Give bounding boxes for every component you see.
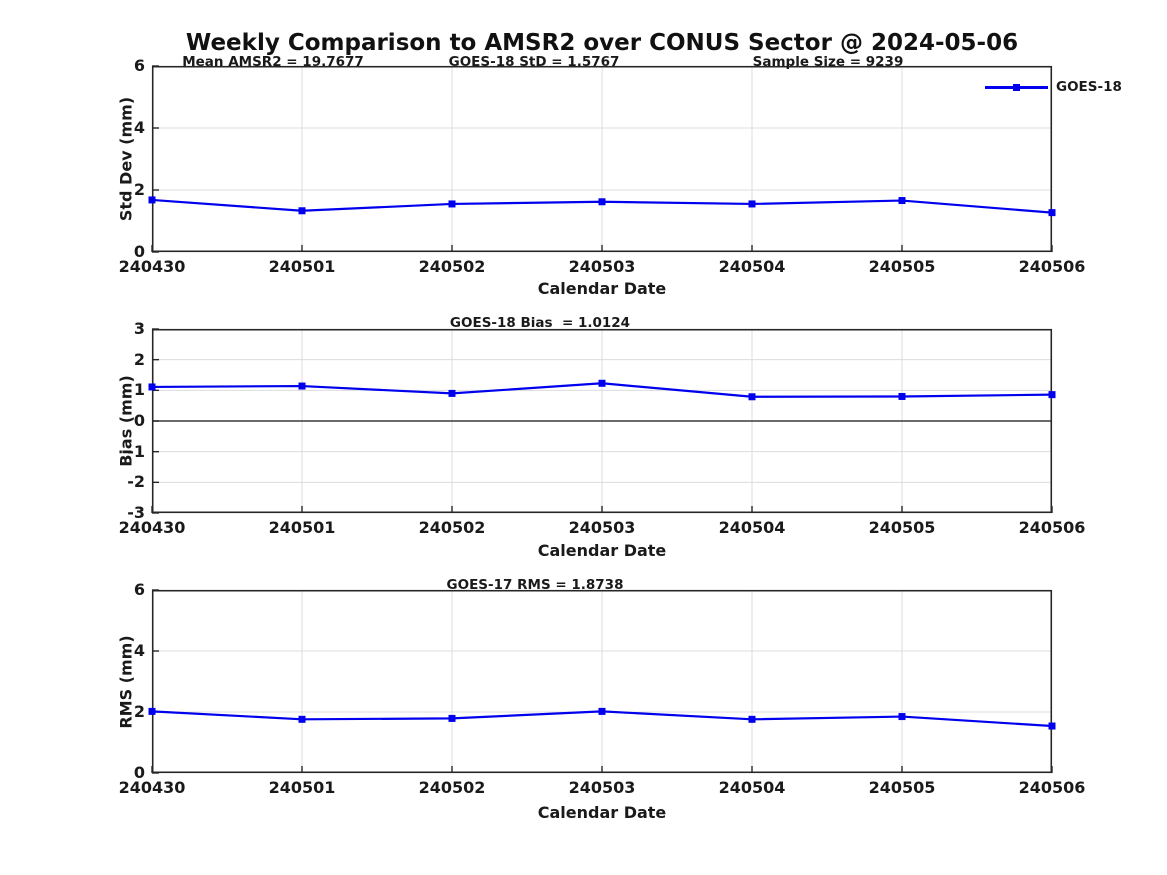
bias-chart-svg <box>148 328 1056 514</box>
x-tick-label: 240505 <box>868 257 936 276</box>
data-point-marker <box>598 707 606 715</box>
data-point-marker <box>148 383 156 391</box>
data-point-marker <box>898 713 906 721</box>
annotation-goes18-std: GOES-18 StD = 1.5767 <box>448 54 620 70</box>
chart-title: Weekly Comparison to AMSR2 over CONUS Se… <box>185 30 1019 56</box>
x-tick-label: 240504 <box>718 257 786 276</box>
x-tick-label: 240506 <box>1018 778 1086 797</box>
data-point-marker <box>1048 722 1056 730</box>
x-tick-label: 240501 <box>268 778 336 797</box>
y-tick-label: 4 <box>133 641 145 660</box>
data-point-marker <box>448 389 456 397</box>
y-tick-label: 2 <box>133 349 145 369</box>
data-point-marker <box>898 392 906 400</box>
x-tick-label: 240503 <box>568 518 636 537</box>
y-tick-label: 6 <box>133 580 145 599</box>
y-tick-label: 2 <box>133 180 145 199</box>
y-tick-label: 2 <box>133 702 145 721</box>
y-tick-label: 6 <box>133 56 145 75</box>
x-tick-label: 240430 <box>118 518 186 537</box>
data-point-marker <box>1048 209 1056 217</box>
data-point-marker <box>148 196 156 204</box>
annotation-sample-size: Sample Size = 9239 <box>752 54 904 70</box>
y-tick-label: -1 <box>127 441 145 461</box>
y-axis-label-stddev: Std Dev (mm) <box>116 96 136 222</box>
data-point-marker <box>298 207 306 215</box>
data-point-marker <box>748 715 756 723</box>
x-tick-label: 240504 <box>718 518 786 537</box>
plot-area-rms: GOES-17 RMS = 1.8738 <box>148 577 1056 774</box>
y-tick-label: 0 <box>133 763 145 782</box>
y-tick-label: 0 <box>133 411 145 430</box>
x-tick-label: 240430 <box>118 778 186 797</box>
legend-marker <box>1013 83 1020 91</box>
data-point-marker <box>298 715 306 723</box>
data-point-marker <box>1048 391 1056 399</box>
y-tick-label: 1 <box>133 380 145 400</box>
x-tick-label: 240430 <box>118 257 186 276</box>
x-tick-label: 240502 <box>418 778 486 797</box>
data-point-marker <box>748 200 756 208</box>
x-tick-label: 240506 <box>1018 518 1086 537</box>
x-axis-label-stddev: Calendar Date <box>537 279 667 298</box>
rms-chart-svg <box>148 589 1056 774</box>
data-point-marker <box>298 382 306 390</box>
y-tick-label: 4 <box>133 118 145 137</box>
x-tick-label: 240503 <box>568 257 636 276</box>
x-tick-label: 240501 <box>268 257 336 276</box>
plot-area-stddev: Mean AMSR2 = 19.7677 GOES-18 StD = 1.576… <box>148 54 1056 253</box>
x-tick-label: 240504 <box>718 778 786 797</box>
x-axis-label-rms: Calendar Date <box>537 803 667 822</box>
annotation-goes18-bias: GOES-18 Bias = 1.0124 <box>449 315 631 331</box>
x-tick-label: 240503 <box>568 778 636 797</box>
data-point-marker <box>598 379 606 387</box>
data-point-marker <box>448 200 456 208</box>
plot-area-bias: GOES-18 Bias = 1.0124 <box>148 315 1056 514</box>
annotation-mean-amsr2: Mean AMSR2 = 19.7677 <box>182 54 364 70</box>
data-point-marker <box>748 393 756 401</box>
data-point-marker <box>448 714 456 722</box>
y-tick-label: -3 <box>127 503 145 522</box>
data-point-marker <box>598 198 606 206</box>
x-tick-label: 240501 <box>268 518 336 537</box>
annotation-goes17-rms: GOES-17 RMS = 1.8738 <box>446 577 624 593</box>
x-tick-label: 240506 <box>1018 257 1086 276</box>
x-tick-label: 240502 <box>418 257 486 276</box>
data-point-marker <box>898 197 906 205</box>
x-tick-label: 240505 <box>868 518 936 537</box>
legend-label: GOES-18 <box>1056 79 1122 95</box>
x-tick-label: 240502 <box>418 518 486 537</box>
x-axis-label-bias: Calendar Date <box>537 541 667 560</box>
data-point-marker <box>148 707 156 715</box>
y-tick-label: 3 <box>133 319 145 338</box>
stddev-chart-svg <box>148 65 1056 253</box>
y-tick-label: -2 <box>127 472 145 492</box>
x-tick-label: 240505 <box>868 778 936 797</box>
y-tick-label: 0 <box>133 242 145 261</box>
